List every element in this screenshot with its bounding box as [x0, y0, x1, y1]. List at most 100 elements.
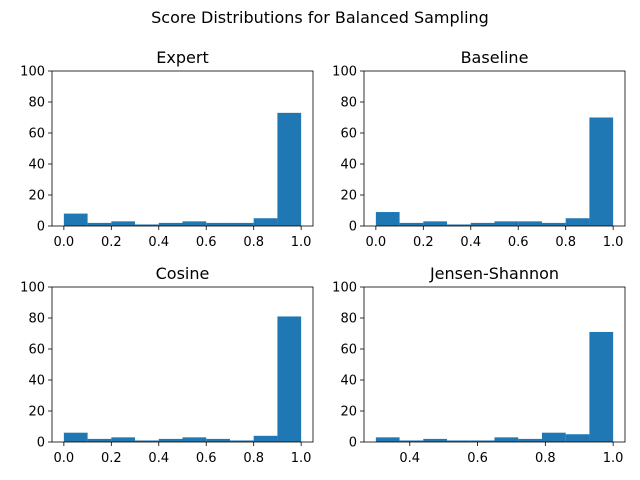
y-tick-label: 40: [28, 158, 45, 173]
histogram-bar: [111, 221, 136, 226]
y-tick-label: 0: [37, 220, 45, 235]
histogram-bar: [135, 224, 159, 226]
y-tick-label: 60: [28, 127, 45, 142]
histogram-bar: [565, 218, 590, 226]
subplot-1: Expert 0 20 40 60 80 100 0.0 0.2 0.4 0.6 0.8 1.0: [20, 48, 314, 250]
histogram-bar: [565, 434, 590, 442]
histogram-bar: [87, 222, 112, 226]
subplot-3: Cosine 0 20 40 60 80 100 0.0 0.2 0.4 0.6 0.8 1.0: [20, 264, 314, 466]
y-tick-label: 40: [28, 374, 45, 389]
histogram-bar: [518, 438, 542, 442]
histogram-bar: [375, 437, 400, 442]
x-tick-label: 0.6: [196, 451, 217, 466]
histogram-bar: [277, 316, 302, 442]
subplot-title: Expert: [156, 48, 208, 67]
axes-frame: [363, 70, 626, 227]
histogram-bar: [135, 440, 159, 442]
x-tick-label: 0.4: [399, 451, 420, 466]
y-tick-label: 20: [340, 405, 357, 420]
y-tick-label: 60: [340, 343, 357, 358]
axes-frame: [363, 286, 626, 443]
x-tick-label: 0.2: [101, 235, 122, 250]
x-tick-label: 0.0: [54, 235, 75, 250]
y-tick-label: 80: [28, 312, 45, 327]
histogram-bar: [589, 117, 614, 226]
x-tick-label: 1.0: [291, 235, 312, 250]
y-tick-label: 80: [340, 312, 357, 327]
histogram-bar: [206, 222, 230, 226]
subplot-4: Jensen-Shannon 0 20 40 60 80 100 0.4 0.6 0.8 1.0: [332, 264, 626, 466]
subplot-title: Cosine: [156, 264, 210, 283]
y-tick-label: 20: [28, 405, 45, 420]
histogram-bar: [158, 438, 183, 442]
y-tick-label: 20: [28, 189, 45, 204]
histogram-bar: [182, 221, 207, 226]
histogram-bar: [229, 222, 254, 226]
histogram-bar: [206, 438, 230, 442]
histogram-bar: [399, 440, 424, 442]
histogram-bar: [541, 432, 566, 442]
histogram-bar: [158, 222, 183, 226]
y-tick-label: 100: [20, 65, 45, 80]
y-tick-label: 80: [340, 96, 357, 111]
y-tick-label: 20: [340, 189, 357, 204]
histogram-bar: [63, 213, 88, 226]
histogram-bar: [518, 221, 542, 226]
y-tick-label: 100: [332, 65, 357, 80]
y-tick-label: 40: [340, 374, 357, 389]
x-tick-label: 0.6: [467, 451, 488, 466]
histogram-bar: [541, 222, 566, 226]
x-tick-label: 1.0: [603, 235, 624, 250]
histogram-bar: [447, 440, 471, 442]
subplot-title: Jensen-Shannon: [429, 264, 559, 283]
x-tick-label: 1.0: [603, 451, 624, 466]
histogram-bar: [494, 437, 519, 442]
x-tick-label: 1.0: [291, 451, 312, 466]
histogram-bar: [470, 222, 495, 226]
histogram-bar: [87, 438, 112, 442]
histogram-bar: [470, 440, 495, 442]
y-tick-label: 80: [28, 96, 45, 111]
y-tick-label: 60: [28, 343, 45, 358]
x-tick-label: 0.4: [148, 235, 169, 250]
y-tick-label: 0: [349, 220, 357, 235]
histogram-bar: [494, 221, 519, 226]
x-tick-label: 0.0: [54, 451, 75, 466]
subplot-title: Baseline: [461, 48, 529, 67]
x-tick-label: 0.2: [101, 451, 122, 466]
subplot-2: Baseline 0 20 40 60 80 100 0.0 0.2 0.4 0.6 0.8 1.0: [332, 48, 626, 250]
x-tick-label: 0.2: [413, 235, 434, 250]
histogram-bar: [447, 224, 471, 226]
histogram-bar: [229, 440, 254, 442]
x-tick-label: 0.8: [243, 235, 264, 250]
x-tick-label: 0.8: [535, 451, 556, 466]
histogram-bar: [253, 435, 278, 442]
histogram-bar: [182, 437, 207, 442]
y-tick-label: 100: [20, 281, 45, 296]
y-tick-label: 100: [332, 281, 357, 296]
histogram-bar: [63, 432, 88, 442]
y-tick-label: 0: [349, 436, 357, 451]
histogram-bar: [399, 222, 424, 226]
histogram-bar: [423, 221, 448, 226]
histogram-bar: [375, 212, 400, 226]
y-tick-label: 0: [37, 436, 45, 451]
histogram-bar: [277, 112, 302, 226]
histogram-bar: [423, 438, 448, 442]
figure-title: Score Distributions for Balanced Samplin…: [151, 8, 489, 27]
x-tick-label: 0.8: [555, 235, 576, 250]
x-tick-label: 0.6: [508, 235, 529, 250]
y-tick-label: 60: [340, 127, 357, 142]
x-tick-label: 0.0: [366, 235, 387, 250]
y-tick-label: 40: [340, 158, 357, 173]
x-tick-label: 0.6: [196, 235, 217, 250]
x-tick-label: 0.8: [243, 451, 264, 466]
histogram-bar: [111, 437, 136, 442]
axes-frame: [51, 286, 314, 443]
x-tick-label: 0.4: [460, 235, 481, 250]
histogram-bar: [253, 218, 278, 226]
x-tick-label: 0.4: [148, 451, 169, 466]
axes-frame: [51, 70, 314, 227]
